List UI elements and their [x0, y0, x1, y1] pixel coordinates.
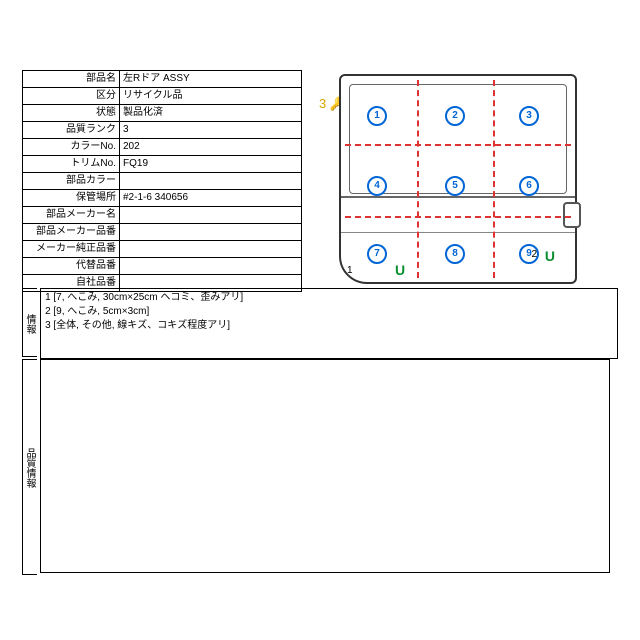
label-maker-partno: 部品メーカー品番 [23, 224, 120, 241]
value-color-no: 202 [120, 139, 302, 156]
zone-number: 2 [445, 106, 465, 126]
value-quality-rank: 3 [120, 122, 302, 139]
damage-mark: 2 [531, 249, 537, 260]
label-storage: 保管場所 [23, 190, 120, 207]
value-maker-name [120, 207, 302, 224]
grid-dash-v [417, 80, 419, 278]
label-quality-rank: 品質ランク [23, 122, 120, 139]
zone-number: 4 [367, 176, 387, 196]
value-maker-partno [120, 224, 302, 241]
page: 部品名左Rドア ASSY 区分リサイクル品 状態製品化済 品質ランク3 カラーN… [0, 0, 640, 640]
label-alt-partno: 代替品番 [23, 258, 120, 275]
info-line: 1 [7, へこみ, 30cm×25cm ヘコミ、歪みアリ] [45, 291, 613, 305]
label-category: 区分 [23, 88, 120, 105]
label-part-name: 部品名 [23, 71, 120, 88]
info-line: 3 [全体, その他, 線キズ、コキズ程度アリ] [45, 319, 613, 333]
value-trim-no: FQ19 [120, 156, 302, 173]
info-box: 1 [7, へこみ, 30cm×25cm ヘコミ、歪みアリ] 2 [9, へこみ… [40, 288, 618, 359]
table-row: 区分リサイクル品 [23, 88, 302, 105]
quality-section: 品質情報 [22, 359, 610, 575]
table-row: メーカー純正品番 [23, 241, 302, 258]
grid-dash-h [345, 216, 571, 218]
value-oem-partno [120, 241, 302, 258]
green-mark: U [395, 262, 405, 278]
label-state: 状態 [23, 105, 120, 122]
value-alt-partno [120, 258, 302, 275]
table-row: 保管場所#2-1-6 340656 [23, 190, 302, 207]
value-category: リサイクル品 [120, 88, 302, 105]
damage-mark: 1 [347, 265, 353, 276]
label-part-color: 部品カラー [23, 173, 120, 190]
value-storage: #2-1-6 340656 [120, 190, 302, 207]
table-row: カラーNo.202 [23, 139, 302, 156]
label-color-no: カラーNo. [23, 139, 120, 156]
quality-box [40, 359, 610, 573]
crease-line [341, 232, 575, 233]
grid-dash-h [345, 144, 571, 146]
value-part-color [120, 173, 302, 190]
info-section: 情報 1 [7, へこみ, 30cm×25cm ヘコミ、歪みアリ] 2 [9, … [22, 288, 618, 359]
label-trim-no: トリムNo. [23, 156, 120, 173]
table-row: 状態製品化済 [23, 105, 302, 122]
grid-dash-v [493, 80, 495, 278]
value-part-name: 左Rドア ASSY [120, 71, 302, 88]
value-state: 製品化済 [120, 105, 302, 122]
table-row: 部品メーカー品番 [23, 224, 302, 241]
door-handle [563, 202, 581, 228]
belt-line [341, 196, 575, 198]
door-outline: 1 2 3 4 5 6 7 8 9 1 2 U U [339, 74, 577, 284]
info-line: 2 [9, へこみ, 5cm×3cm] [45, 305, 613, 319]
spec-table: 部品名左Rドア ASSY 区分リサイクル品 状態製品化済 品質ランク3 カラーN… [22, 70, 302, 292]
table-row: 代替品番 [23, 258, 302, 275]
table-row: 部品名左Rドア ASSY [23, 71, 302, 88]
zone-number: 3 [519, 106, 539, 126]
label-maker-name: 部品メーカー名 [23, 207, 120, 224]
table-row: 部品メーカー名 [23, 207, 302, 224]
zone-number: 8 [445, 244, 465, 264]
door-diagram: 3 🔑 1 2 3 4 5 6 7 8 9 1 2 U U [305, 70, 605, 286]
table-row: 品質ランク3 [23, 122, 302, 139]
label-oem-partno: メーカー純正品番 [23, 241, 120, 258]
green-mark: U [545, 248, 555, 264]
zone-number: 5 [445, 176, 465, 196]
table-row: 部品カラー [23, 173, 302, 190]
zone-number: 7 [367, 244, 387, 264]
table-row: トリムNo.FQ19 [23, 156, 302, 173]
zone-number: 1 [367, 106, 387, 126]
zone-number: 6 [519, 176, 539, 196]
quality-heading: 品質情報 [22, 359, 37, 575]
info-heading: 情報 [22, 288, 37, 357]
